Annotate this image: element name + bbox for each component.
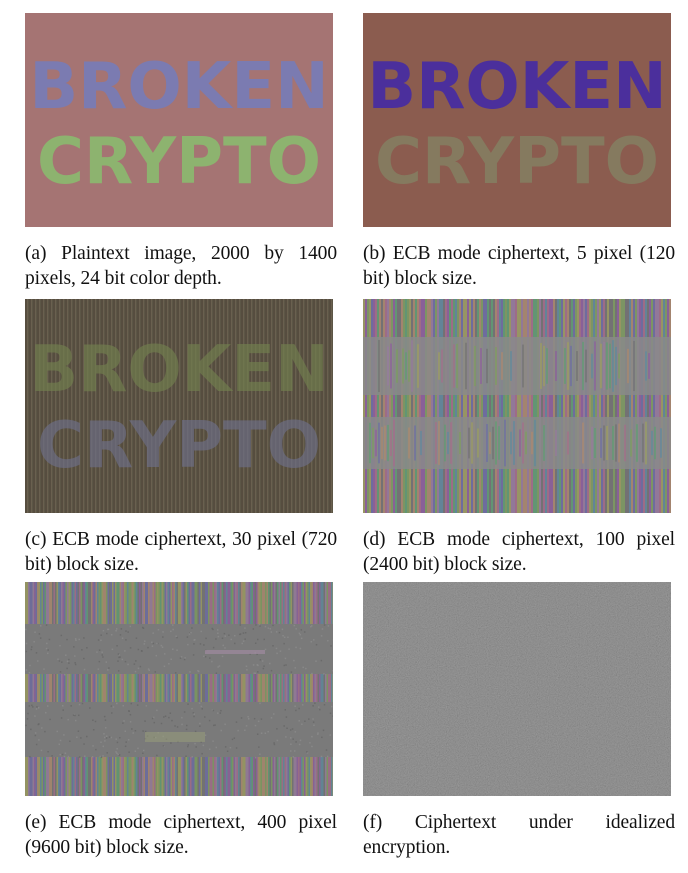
ecb-100-pixel-image — [363, 299, 671, 513]
ecb-5-pixel-image: BROKEN CRYPTO — [363, 13, 671, 227]
word-crypto: CRYPTO — [375, 125, 659, 199]
caption-d: (d) ECB mode ciphertext, 100 pixel (2400… — [363, 529, 675, 575]
ecb-30-pixel-image: BROKEN CRYPTO — [25, 299, 333, 513]
word-broken: BROKEN — [367, 50, 666, 124]
ecb-400-pixel-image — [25, 582, 333, 796]
caption-f: (f) Ciphertext under idealized encryptio… — [363, 812, 675, 858]
ideal-ciphertext-image — [363, 582, 671, 796]
word-broken: BROKEN — [29, 50, 328, 124]
caption-c: (c) ECB mode ciphertext, 30 pixel (720 b… — [25, 529, 337, 575]
plaintext-image: BROKEN CRYPTO — [25, 13, 333, 227]
word-crypto: CRYPTO — [37, 125, 321, 199]
caption-a: (a) Plaintext image, 2000 by 1400 pixels… — [25, 243, 337, 289]
caption-b: (b) ECB mode ciphertext, 5 pixel (120 bi… — [363, 243, 675, 289]
caption-e: (e) ECB mode ciphertext, 400 pixel (9600… — [25, 812, 337, 858]
